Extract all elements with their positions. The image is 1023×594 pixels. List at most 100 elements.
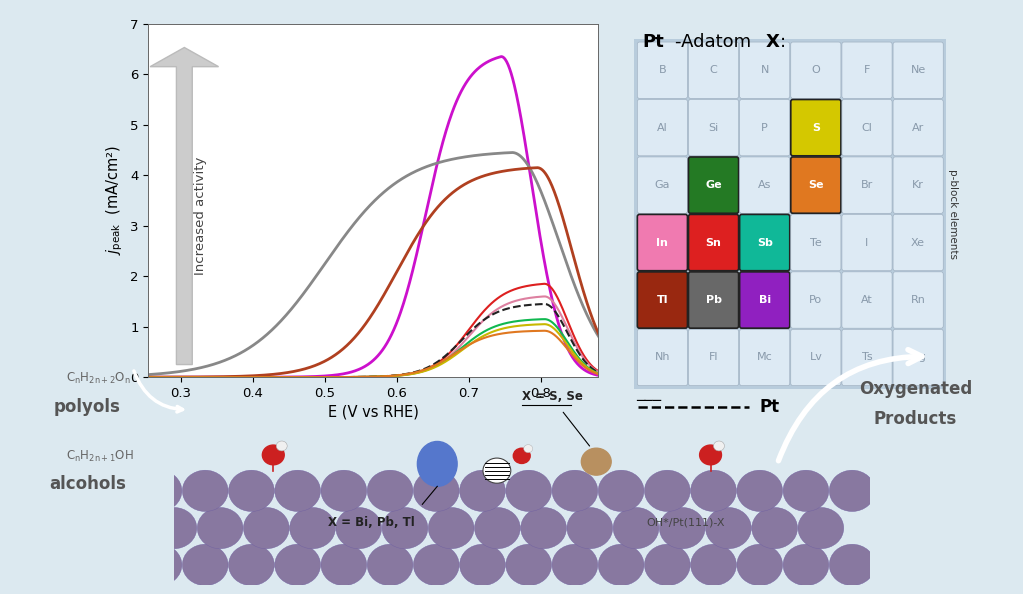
Circle shape [798,507,844,549]
FancyBboxPatch shape [842,100,892,156]
Circle shape [713,441,724,451]
Circle shape [321,544,366,586]
Text: F: F [863,65,871,75]
FancyBboxPatch shape [791,157,841,213]
Circle shape [581,448,611,475]
Y-axis label: $j_\mathrm{peak}$  (mA/cm²): $j_\mathrm{peak}$ (mA/cm²) [104,146,125,255]
FancyBboxPatch shape [791,272,841,328]
Text: Pt: Pt [759,398,780,416]
FancyBboxPatch shape [637,329,687,386]
FancyArrow shape [150,48,219,365]
Circle shape [429,507,474,549]
FancyBboxPatch shape [893,42,943,99]
Circle shape [514,448,530,463]
Circle shape [290,507,336,549]
Text: Kr: Kr [913,180,924,190]
FancyBboxPatch shape [688,157,739,213]
Text: p-block elements: p-block elements [948,169,958,259]
FancyBboxPatch shape [893,214,943,271]
Text: Cl: Cl [861,123,873,132]
Text: Ne: Ne [910,65,926,75]
Circle shape [830,470,875,511]
Text: Pt: Pt [642,33,664,50]
Circle shape [752,507,798,549]
Text: At: At [861,295,873,305]
Circle shape [262,445,284,465]
Text: I: I [865,238,869,248]
FancyBboxPatch shape [637,100,687,156]
Ellipse shape [417,441,457,486]
Circle shape [552,470,597,511]
Text: P: P [761,123,768,132]
Text: Rn: Rn [910,295,926,305]
X-axis label: E (V vs RHE): E (V vs RHE) [328,404,418,419]
Circle shape [552,544,597,586]
Text: Products: Products [874,410,958,428]
Text: Se: Se [808,180,824,190]
Text: Ar: Ar [913,123,924,132]
Circle shape [228,544,274,586]
Text: Pb: Pb [706,295,721,305]
Circle shape [367,470,413,511]
FancyBboxPatch shape [637,42,687,99]
Circle shape [644,470,691,511]
Text: OH*/Pt(111)-X: OH*/Pt(111)-X [646,518,724,528]
FancyBboxPatch shape [688,100,739,156]
Circle shape [336,507,382,549]
Text: Xe: Xe [911,238,925,248]
Circle shape [700,445,721,465]
Text: Al: Al [657,123,668,132]
Circle shape [691,544,737,586]
FancyBboxPatch shape [740,100,790,156]
Text: C: C [710,65,717,75]
Text: B: B [659,65,666,75]
Circle shape [644,544,691,586]
FancyBboxPatch shape [791,100,841,156]
Circle shape [136,544,182,586]
Text: Oxygenated: Oxygenated [859,380,972,398]
FancyBboxPatch shape [688,272,739,328]
Circle shape [197,507,243,549]
FancyBboxPatch shape [842,272,892,328]
Circle shape [737,470,783,511]
Circle shape [321,470,366,511]
FancyBboxPatch shape [740,214,790,271]
Text: Si: Si [708,123,719,132]
FancyBboxPatch shape [893,157,943,213]
FancyBboxPatch shape [637,157,687,213]
Text: Fl: Fl [709,352,718,362]
Text: Br: Br [861,180,873,190]
FancyBboxPatch shape [791,214,841,271]
Circle shape [783,544,829,586]
FancyBboxPatch shape [893,272,943,328]
Text: Lv: Lv [809,352,822,362]
Text: Increased activity: Increased activity [193,156,207,275]
Circle shape [413,544,459,586]
Circle shape [182,470,228,511]
Circle shape [243,507,290,549]
Circle shape [275,544,320,586]
Text: Sb: Sb [757,238,772,248]
FancyBboxPatch shape [842,214,892,271]
Circle shape [524,445,533,453]
Circle shape [459,470,505,511]
Text: $\mathregular{C_nH_{2n+1}OH}$: $\mathregular{C_nH_{2n+1}OH}$ [66,448,134,463]
Circle shape [228,470,274,511]
Circle shape [567,507,613,549]
Circle shape [598,470,643,511]
Text: X = S, Se: X = S, Se [522,390,583,403]
Circle shape [613,507,659,549]
FancyBboxPatch shape [791,329,841,386]
Circle shape [459,544,505,586]
FancyBboxPatch shape [637,214,687,271]
Circle shape [383,507,428,549]
FancyBboxPatch shape [637,272,687,328]
Text: X: X [765,33,780,50]
FancyBboxPatch shape [631,36,949,392]
Circle shape [413,470,459,511]
Text: Te: Te [810,238,821,248]
FancyBboxPatch shape [688,214,739,271]
Circle shape [521,507,567,549]
Text: Po: Po [809,295,822,305]
FancyBboxPatch shape [688,42,739,99]
